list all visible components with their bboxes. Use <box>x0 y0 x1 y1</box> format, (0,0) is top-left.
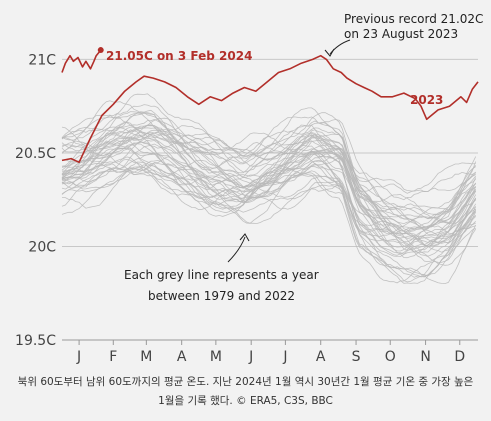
grey-year-line <box>61 166 476 253</box>
caption-line-2: 1월을 기록 했다. © ERA5, C3S, BBC <box>158 395 333 407</box>
grey-year-line <box>61 152 477 285</box>
grey-year-line <box>61 112 477 236</box>
highlighted-series <box>61 47 479 164</box>
grey-year-line <box>61 127 477 243</box>
grey-year-line <box>61 129 477 225</box>
x-tick-label: M <box>140 349 152 365</box>
previous-record-arrowhead <box>324 48 335 57</box>
grey-year-line <box>61 129 477 278</box>
grey-year-line <box>61 104 477 220</box>
grey-year-line <box>61 118 477 239</box>
previous-record-arrow <box>329 39 351 55</box>
grey-year-line <box>61 140 477 248</box>
x-tick-label: A <box>177 349 187 365</box>
record-2024-label: 21.05C on 3 Feb 2024 <box>106 49 252 63</box>
grey-year-line <box>61 143 476 231</box>
grey-year-line <box>61 93 476 229</box>
x-tick-label: F <box>109 349 117 365</box>
x-tick-label: A <box>316 349 326 365</box>
grey-year-line <box>62 132 476 213</box>
x-tick-label: S <box>352 349 361 365</box>
x-tick-label: J <box>282 349 287 365</box>
x-tick-label: D <box>454 349 465 365</box>
grey-lines-note-line1: Each grey line represents a year <box>124 268 319 282</box>
series-line-2024 <box>61 49 102 73</box>
y-tick-label: 20C <box>28 239 56 255</box>
series-2023-label: 2023 <box>410 93 443 107</box>
grey-year-line <box>61 160 477 266</box>
caption-line-1: 북위 60도부터 남위 60도까지의 평균 온도. 지난 2024년 1월 역시… <box>17 376 474 388</box>
y-tick-label: 19.5C <box>15 333 56 349</box>
x-tick-label: N <box>420 349 430 365</box>
grey-year-line <box>61 125 476 193</box>
grey-year-line <box>61 111 477 229</box>
record-2024-point <box>97 47 104 54</box>
x-tick-label: O <box>385 349 396 365</box>
figure-caption: 북위 60도부터 남위 60도까지의 평균 온도. 지난 2024년 1월 역시… <box>0 373 491 411</box>
grey-year-line <box>61 124 477 244</box>
grey-note-arrowhead <box>239 233 250 242</box>
x-tick-label: M <box>210 349 222 365</box>
grey-year-line <box>61 121 477 251</box>
previous-record-label-line1: Previous record 21.02C <box>344 12 483 26</box>
y-tick-label: 20.5C <box>15 146 56 162</box>
y-tick-label: 21C <box>28 52 56 68</box>
x-tick-label: J <box>248 349 253 365</box>
grey-note-arrow <box>227 236 246 263</box>
axes: 21C 20.5C 20C 19.5C J F M A M J J A S O N D <box>15 52 478 365</box>
grey-year-line <box>61 132 477 238</box>
grey-lines-note-line2: between 1979 and 2022 <box>148 289 295 303</box>
grey-year-line <box>61 162 477 257</box>
x-tick-label: J <box>76 349 81 365</box>
previous-record-label-line2: on 23 August 2023 <box>344 27 458 41</box>
grey-year-line <box>61 148 476 284</box>
series-line-2023 <box>61 54 479 164</box>
grey-year-line <box>61 126 476 194</box>
historical-years-lines <box>61 93 477 285</box>
